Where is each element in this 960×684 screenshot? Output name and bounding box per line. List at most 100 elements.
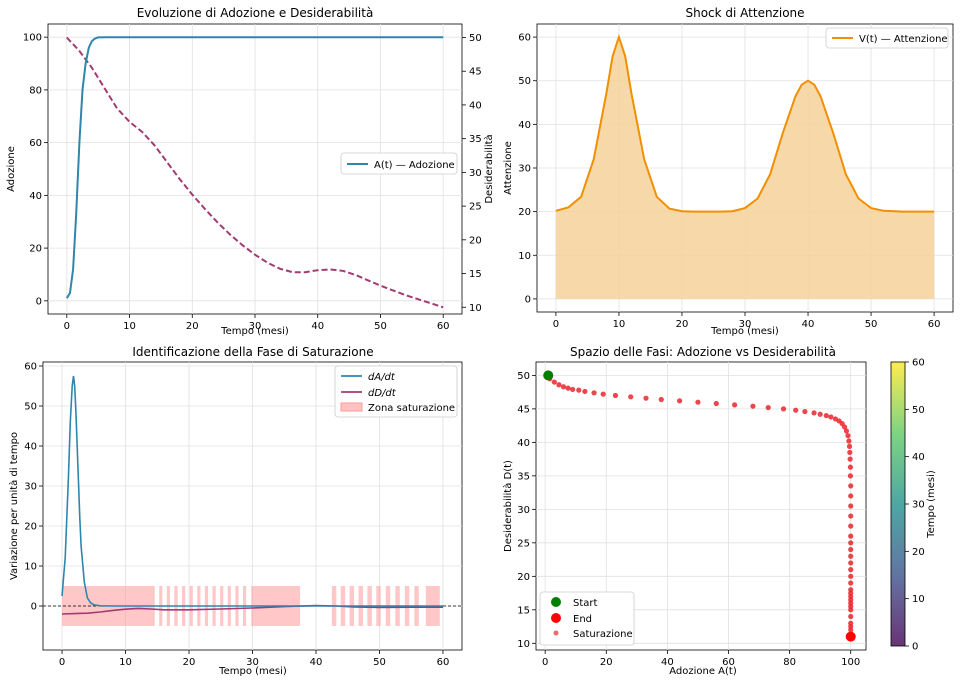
x-tick-label: 0	[59, 657, 65, 668]
saturation-point	[658, 396, 664, 403]
x-tick-label: 60	[437, 657, 450, 668]
saturation-point	[848, 613, 854, 620]
series-dd-line	[61, 604, 443, 615]
saturation-point	[848, 573, 854, 579]
y-tick-label: 15	[517, 605, 530, 616]
x-tick-label: 80	[783, 657, 796, 668]
x-tick-label: 50	[865, 319, 878, 330]
saturation-point	[560, 384, 567, 390]
y-right-tick-label: 30	[469, 168, 482, 179]
x-tick-label: 40	[802, 319, 815, 330]
legend-label-adoption: A(t) — Adozione	[374, 160, 455, 171]
x-tick-label: 0	[542, 657, 548, 668]
saturation-point	[811, 410, 817, 416]
y-tick-label: 50	[517, 371, 530, 382]
saturation-point	[551, 379, 557, 385]
saturation-point	[848, 627, 854, 633]
y-axis-label: Attenzione	[503, 141, 514, 195]
saturation-point	[600, 391, 606, 397]
x-tick-label: 50	[374, 321, 387, 332]
adoption-desirability-chart: Evoluzione di Adozione e Desiderabilità …	[6, 6, 495, 337]
y-tick-label: 60	[518, 33, 531, 44]
series-layer	[555, 33, 935, 299]
series-attention-line	[555, 33, 935, 213]
saturation-point	[802, 408, 808, 415]
x-ticks: 0 10 20 30 40 50 60	[59, 650, 449, 668]
series-desirability-line	[66, 36, 444, 309]
y-tick-label: 20	[517, 572, 530, 583]
x-tick-label: 30	[739, 319, 752, 330]
saturation-point	[780, 406, 787, 412]
x-tick-label: 100	[841, 657, 860, 668]
saturation-point	[848, 523, 854, 529]
y-tick-label: 35	[517, 471, 530, 482]
series-da-line	[61, 375, 443, 607]
series-layer	[43, 375, 462, 615]
chart-title: Spazio delle Fasi: Adozione vs Desiderab…	[570, 345, 836, 359]
y-tick-label: 50	[24, 402, 37, 413]
saturation-point	[677, 398, 683, 404]
y-tick-label: 30	[24, 482, 37, 493]
y-tick-label: 40	[24, 442, 37, 453]
y-tick-label: 10	[24, 562, 37, 573]
saturation-point	[845, 433, 851, 439]
x-tick-label: 20	[600, 657, 613, 668]
chart-title: Shock di Attenzione	[685, 6, 804, 20]
colorbar-label: Tempo (mesi)	[926, 470, 937, 539]
y-tick-label: 25	[517, 538, 530, 549]
x-tick-label: 40	[311, 321, 324, 332]
saturation-point	[848, 493, 854, 499]
y-tick-label: 0	[31, 602, 37, 613]
x-ticks: 0 10 20 30 40 50 60	[64, 314, 450, 332]
x-tick-label: 40	[661, 657, 674, 668]
y-tick-label: 0	[36, 296, 42, 307]
y-right-tick-label: 20	[469, 235, 482, 246]
y-tick-label: 40	[29, 191, 42, 202]
y-right-tick-label: 45	[469, 67, 482, 78]
colorbar-tick-label: 30	[912, 500, 925, 511]
legend-patch-band	[340, 402, 363, 412]
x-tick-label: 30	[249, 321, 262, 332]
saturation-point	[848, 580, 854, 586]
y-axis-label: Desiderabilità D(t)	[502, 460, 514, 552]
y-axis-label: Variazione per unità di tempo	[8, 432, 20, 580]
x-tick-label: 20	[676, 319, 689, 330]
saturation-point	[847, 473, 854, 479]
saturation-point	[828, 414, 834, 420]
saturation-point	[847, 464, 854, 470]
colorbar-tick-label: 50	[912, 405, 925, 416]
saturation-point	[732, 402, 738, 408]
saturation-point	[556, 382, 562, 388]
saturation-point	[848, 540, 854, 546]
saturation-point	[848, 567, 854, 573]
saturation-point	[750, 403, 756, 409]
y-ticks: 0 20 40 60 80 100	[23, 33, 48, 307]
x-ticks: 0 20 40 60 80 100	[542, 650, 860, 668]
x-tick-label: 60	[437, 321, 450, 332]
saturation-point	[643, 395, 649, 401]
saturation-point	[817, 411, 823, 417]
saturation-point	[695, 399, 701, 405]
chart-title: Identificazione della Fase di Saturazion…	[132, 345, 373, 359]
saturation-point	[628, 394, 634, 400]
y-tick-label: 100	[23, 33, 42, 44]
attention-chart: Shock di Attenzione Tempo (mesi) Attenzi…	[503, 6, 954, 337]
legend-box	[334, 365, 458, 418]
y-tick-label: 10	[517, 639, 530, 650]
legend-marker-start	[551, 597, 561, 607]
y-tick-label: 20	[24, 522, 37, 533]
saturation-chart: Identificazione della Fase di Saturazion…	[8, 345, 463, 677]
x-tick-label: 0	[64, 321, 70, 332]
x-tick-label: 10	[613, 319, 626, 330]
legend-label-attention: V(t) — Attenzione	[859, 34, 948, 45]
legend-marker-saturation	[553, 630, 559, 636]
colorbar-tick-label: 10	[912, 594, 925, 605]
x-axis-label: Tempo (mesi)	[710, 326, 779, 337]
saturation-point	[848, 513, 854, 519]
colorbar-tick-label: 20	[912, 547, 925, 558]
saturation-point	[848, 607, 854, 613]
x-tick-label: 0	[553, 319, 559, 330]
series-adoption-line	[65, 36, 444, 299]
legend-box	[825, 27, 949, 49]
